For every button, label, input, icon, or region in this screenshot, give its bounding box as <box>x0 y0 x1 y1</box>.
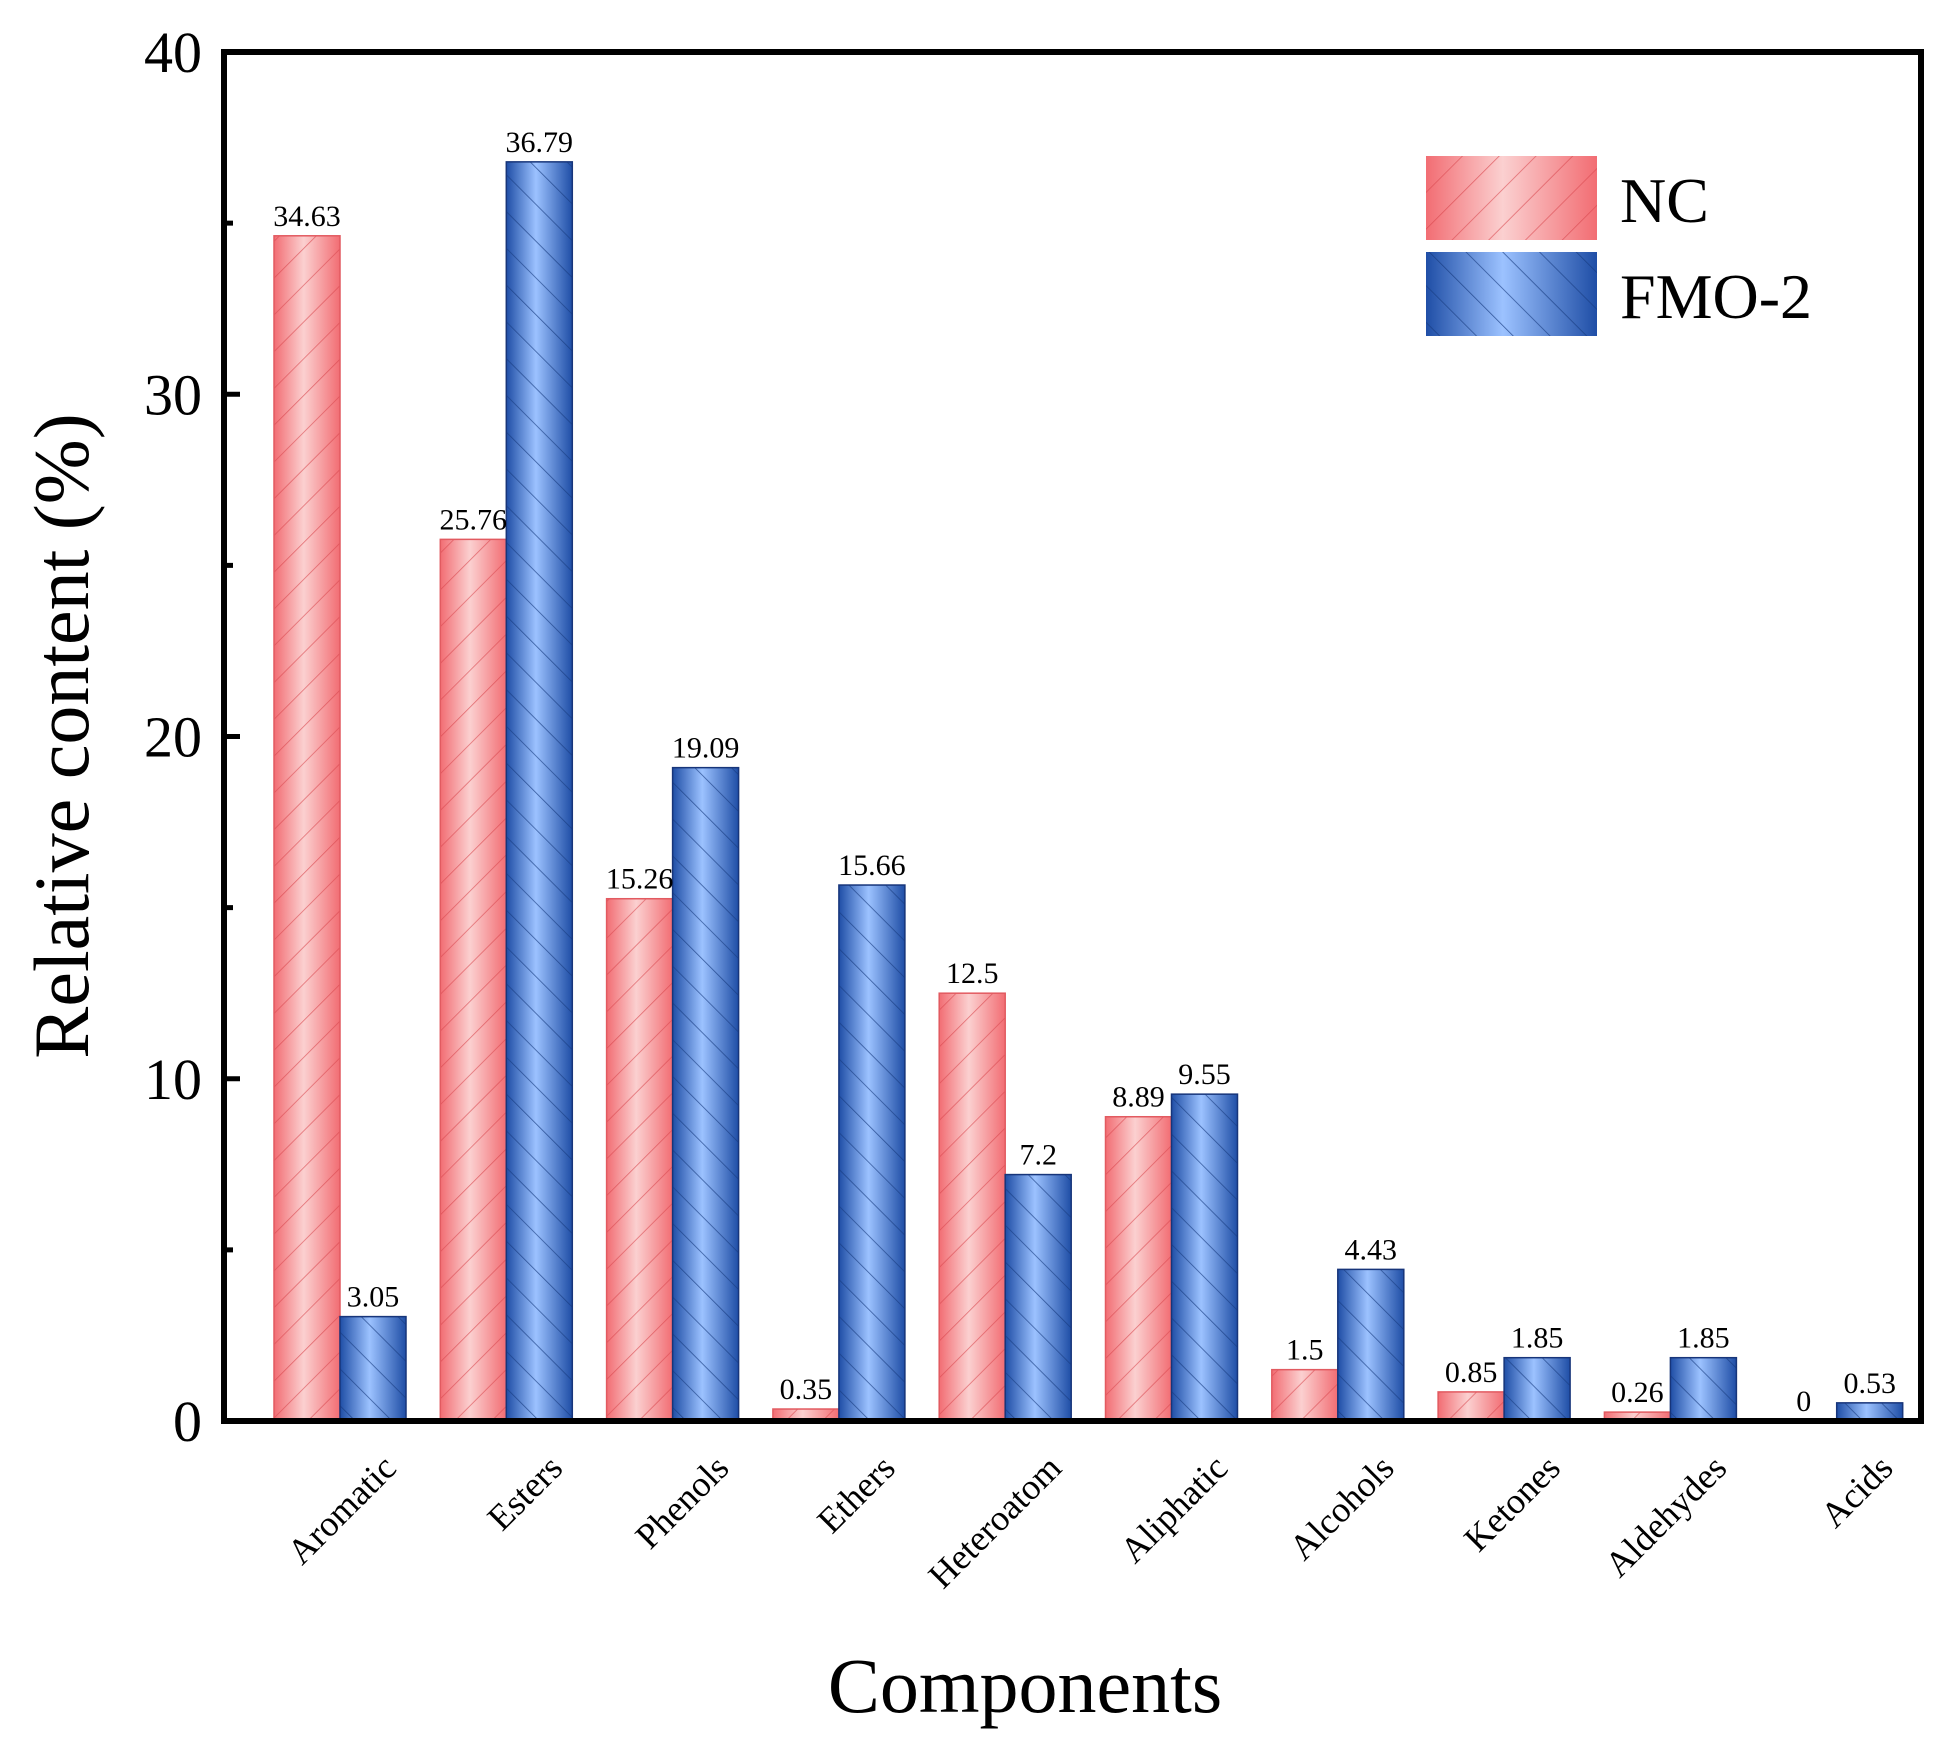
y-tick-label: 0 <box>173 1389 202 1454</box>
bar-hatch <box>1004 1173 1072 1422</box>
x-tick-label-aldehydes: Aldehydes <box>1597 1447 1734 1584</box>
value-label-fmo-2-aldehydes: 1.85 <box>1677 1322 1730 1355</box>
bar-fmo-2-ethers[interactable] <box>838 884 906 1422</box>
bar-fmo-2-alcohols[interactable] <box>1337 1268 1405 1422</box>
value-label-nc-aromatic: 34.63 <box>273 200 341 233</box>
bar-hatch <box>605 897 674 1422</box>
x-tick-label-aromatic: Aromatic <box>279 1447 403 1571</box>
legend-swatch-nc-hatch <box>1426 156 1597 240</box>
bars-layer <box>273 161 1904 1422</box>
bar-hatch <box>1503 1356 1571 1422</box>
value-label-fmo-2-aliphatic: 9.55 <box>1178 1058 1231 1091</box>
bar-nc-heteroatom[interactable] <box>938 992 1006 1422</box>
bar-fmo-2-heteroatom[interactable] <box>1004 1173 1072 1422</box>
bar-hatch <box>1669 1356 1738 1422</box>
y-tick-label: 20 <box>144 705 202 770</box>
x-tick-label-ketones: Ketones <box>1456 1447 1568 1559</box>
bar-nc-esters[interactable] <box>439 538 508 1422</box>
value-label-fmo-2-acids: 0.53 <box>1843 1367 1896 1400</box>
bar-nc-phenols[interactable] <box>605 897 674 1422</box>
x-tick-label-esters: Esters <box>480 1447 570 1537</box>
bar-hatch <box>1271 1368 1339 1422</box>
legend-item-fmo-2[interactable]: FMO-2 <box>1426 252 1812 336</box>
x-tick-label-heteroatom: Heteroatom <box>921 1447 1069 1595</box>
value-label-nc-alcohols: 1.5 <box>1286 1334 1324 1367</box>
y-tick-label: 40 <box>144 20 202 85</box>
value-label-fmo-2-ethers: 15.66 <box>838 849 906 882</box>
bar-hatch <box>938 992 1006 1422</box>
value-label-fmo-2-ketones: 1.85 <box>1511 1322 1564 1355</box>
x-tick-label-aliphatic: Aliphatic <box>1112 1447 1235 1570</box>
x-tick-label-phenols: Phenols <box>627 1447 736 1556</box>
value-label-nc-ketones: 0.85 <box>1445 1356 1498 1389</box>
bar-hatch <box>1337 1268 1405 1422</box>
value-label-nc-ethers: 0.35 <box>780 1373 833 1406</box>
bar-hatch <box>273 235 341 1422</box>
value-label-fmo-2-alcohols: 4.43 <box>1345 1233 1398 1266</box>
x-tick-labels: Aromatic Esters Phenols Ethers Heteroatom Ali… <box>279 1447 1900 1595</box>
bar-nc-alcohols[interactable] <box>1271 1368 1339 1422</box>
y-tick-label: 30 <box>144 362 202 427</box>
value-label-nc-acids: 0 <box>1796 1385 1811 1418</box>
value-label-fmo-2-phenols: 19.09 <box>672 732 740 765</box>
ticks-layer <box>224 49 240 1424</box>
bar-hatch <box>339 1315 407 1422</box>
bar-nc-aliphatic[interactable] <box>1104 1115 1173 1422</box>
bar-hatch <box>838 884 906 1422</box>
y-tick-labels: 0 10 20 30 40 <box>144 20 202 1454</box>
x-tick-label-acids: Acids <box>1813 1447 1901 1535</box>
bar-hatch <box>671 766 740 1422</box>
legend-item-nc[interactable]: NC <box>1426 156 1709 240</box>
y-axis-title: Relative content (%) <box>18 413 105 1058</box>
x-tick-label-ethers: Ethers <box>809 1447 902 1540</box>
value-labels-layer: 34.63 25.76 15.26 0.35 12.5 8.89 1.5 0.85 0.26 0 3… <box>273 126 1896 1418</box>
bar-hatch <box>1437 1391 1505 1422</box>
bar-fmo-2-aromatic[interactable] <box>339 1315 407 1422</box>
bar-hatch <box>1104 1115 1173 1422</box>
bar-fmo-2-aldehydes[interactable] <box>1669 1356 1738 1422</box>
bar-hatch <box>505 161 574 1422</box>
value-label-nc-heteroatom: 12.5 <box>946 957 999 990</box>
value-label-fmo-2-heteroatom: 7.2 <box>1019 1139 1057 1172</box>
bar-hatch <box>439 538 508 1422</box>
value-label-fmo-2-aromatic: 3.05 <box>347 1281 400 1314</box>
x-axis-title: Components <box>828 1642 1222 1729</box>
bar-fmo-2-acids[interactable] <box>1835 1402 1904 1422</box>
value-label-nc-aliphatic: 8.89 <box>1112 1081 1165 1114</box>
bar-fmo-2-phenols[interactable] <box>671 766 740 1422</box>
bar-fmo-2-ketones[interactable] <box>1503 1356 1571 1422</box>
bar-nc-aromatic[interactable] <box>273 235 341 1422</box>
legend-swatch-fmo-2-hatch <box>1426 252 1597 336</box>
value-label-nc-esters: 25.76 <box>440 503 508 536</box>
legend-label-fmo-2: FMO-2 <box>1620 261 1812 332</box>
bar-hatch <box>1170 1093 1239 1422</box>
y-tick-label: 10 <box>144 1047 202 1112</box>
bar-fmo-2-aliphatic[interactable] <box>1170 1093 1239 1422</box>
bar-nc-ketones[interactable] <box>1437 1391 1505 1422</box>
value-label-nc-phenols: 15.26 <box>606 863 674 896</box>
bar-fmo-2-esters[interactable] <box>505 161 574 1422</box>
value-label-nc-aldehydes: 0.26 <box>1611 1376 1664 1409</box>
legend: NC FMO-2 <box>1426 156 1812 336</box>
x-tick-label-alcohols: Alcohols <box>1281 1447 1401 1567</box>
legend-label-nc: NC <box>1620 165 1709 236</box>
value-label-fmo-2-esters: 36.79 <box>506 126 574 159</box>
